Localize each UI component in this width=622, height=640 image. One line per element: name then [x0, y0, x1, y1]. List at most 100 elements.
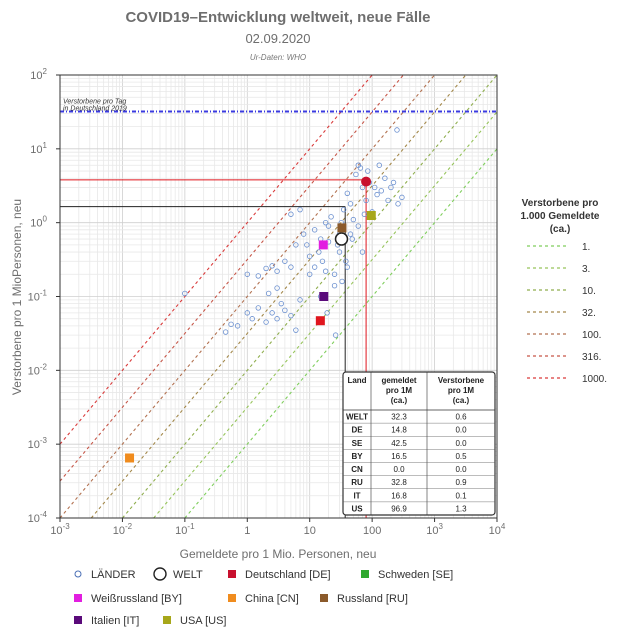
country-point — [361, 211, 368, 217]
country-point — [265, 290, 272, 297]
reference-annotation-line2: in Deutschland 2019 — [63, 106, 127, 113]
legend-label: USA [US] — [180, 615, 226, 627]
table-cell-land: US — [351, 504, 363, 513]
legend-label: Schweden [SE] — [378, 569, 453, 581]
y-tick-exponent: -1 — [40, 289, 48, 298]
chart-subtitle: 02.09.2020 — [245, 31, 310, 46]
table-header-verstorbene: Verstorbene — [438, 376, 485, 385]
country-point — [249, 316, 255, 322]
country-point — [343, 258, 349, 264]
legend-marker — [228, 570, 236, 578]
x-tick-label: 10 — [304, 525, 316, 537]
country-point — [347, 201, 354, 207]
country-point — [325, 223, 332, 229]
x-tick-exponent: 4 — [501, 522, 506, 531]
table-cell-gemeldet: 32.3 — [391, 413, 407, 422]
country-point — [340, 206, 347, 213]
table-cell-gemeldet: 42.5 — [391, 439, 407, 448]
legend-label: Italien [IT] — [91, 615, 139, 627]
country-point — [307, 271, 313, 277]
country-point — [228, 321, 234, 328]
country-point — [282, 258, 288, 264]
ratio-legend-title: (ca.) — [550, 224, 571, 235]
country-point — [293, 327, 299, 333]
country-point — [274, 285, 280, 291]
x-tick-label: 10-3 — [50, 522, 70, 537]
x-tick-label: 1 — [244, 525, 250, 537]
ratio-line — [122, 74, 498, 519]
table-cell-gemeldet: 14.8 — [391, 426, 407, 435]
ratio-legend-label: 10. — [582, 286, 596, 297]
y-tick-exponent: -3 — [40, 436, 48, 445]
legend-marker — [74, 616, 82, 624]
country-point — [255, 273, 261, 279]
x-tick-exponent: -1 — [187, 522, 195, 531]
x-tick-label: 104 — [489, 522, 506, 537]
country-point — [359, 184, 366, 191]
country-point — [322, 268, 329, 274]
grid — [59, 75, 497, 519]
y-tick-label: 10-4 — [28, 510, 48, 525]
ratio-line — [184, 148, 498, 519]
table-cell-land: DE — [351, 426, 363, 435]
table-cell-verstorbene: 0.0 — [455, 439, 467, 448]
ratio-legend-title: 1.000 Gemeldete — [521, 211, 600, 222]
table-cell-verstorbene: 1.3 — [455, 504, 467, 513]
x-tick-label: 10-1 — [175, 522, 195, 537]
table-cell-verstorbene: 0.0 — [455, 426, 467, 435]
table-cell-land: IT — [353, 491, 360, 500]
ratio-legend-label: 32. — [582, 308, 596, 319]
legend-marker — [163, 616, 171, 624]
country-point — [269, 263, 275, 269]
y-tick-label: 10-3 — [28, 436, 48, 451]
ratio-line — [59, 74, 373, 445]
country-point — [350, 216, 357, 223]
table-cell-gemeldet: 16.8 — [391, 491, 407, 500]
ratio-legend-label: 1000. — [582, 374, 607, 385]
country-point — [182, 290, 188, 297]
reference-annotation-line1: Verstorbene pro Tag — [63, 99, 126, 106]
country-point — [347, 231, 354, 237]
country-point — [307, 253, 313, 260]
legend-label: Deutschland [DE] — [245, 569, 331, 581]
table-header-gemeldet: gemeldet — [381, 376, 416, 385]
table-cell-verstorbene: 0.9 — [455, 478, 467, 487]
ratio-legend-title: Verstorbene pro — [522, 198, 599, 209]
country-point — [322, 219, 329, 226]
table-frame — [342, 371, 496, 516]
country-point — [331, 283, 338, 289]
marker-welt — [334, 232, 349, 246]
country-point — [376, 162, 382, 168]
y-axis-label: Verstorbene pro 1 MioPersonen, neu — [10, 199, 24, 395]
ratio-legend-label: 100. — [582, 330, 601, 341]
legend-label: WELT — [173, 569, 203, 581]
country-point — [359, 249, 366, 255]
country-point — [365, 168, 371, 174]
country-point — [390, 179, 397, 186]
marker-ru — [337, 223, 347, 233]
country-point — [274, 316, 280, 322]
scatter-points — [182, 127, 405, 338]
ratio-line — [59, 74, 404, 482]
legend-label: Russland [RU] — [337, 593, 408, 605]
y-tick-exponent: -4 — [40, 510, 48, 519]
legend-marker-welt — [153, 567, 167, 581]
marker-us — [366, 211, 376, 221]
legend-marker-laender — [74, 570, 82, 578]
x-tick-exponent: -2 — [125, 522, 133, 531]
country-point — [331, 271, 338, 277]
chart-title: COVID19–Entwicklung weltweit, neue Fälle — [125, 9, 430, 26]
country-point — [324, 310, 330, 316]
legend-marker — [228, 594, 236, 602]
ratio-legend: Verstorbene pro 1.000 Gemeldete (ca.) 1. 3. 1… — [521, 198, 608, 385]
x-tick-label: 100 — [363, 525, 381, 537]
y-tick-exponent: 1 — [43, 141, 48, 150]
table-cell-gemeldet: 0.0 — [393, 465, 405, 474]
legend-marker — [74, 594, 82, 602]
country-point — [263, 319, 269, 325]
country-point — [282, 307, 288, 314]
table-cell-verstorbene: 0.6 — [455, 413, 467, 422]
guide-lines — [60, 179, 367, 518]
